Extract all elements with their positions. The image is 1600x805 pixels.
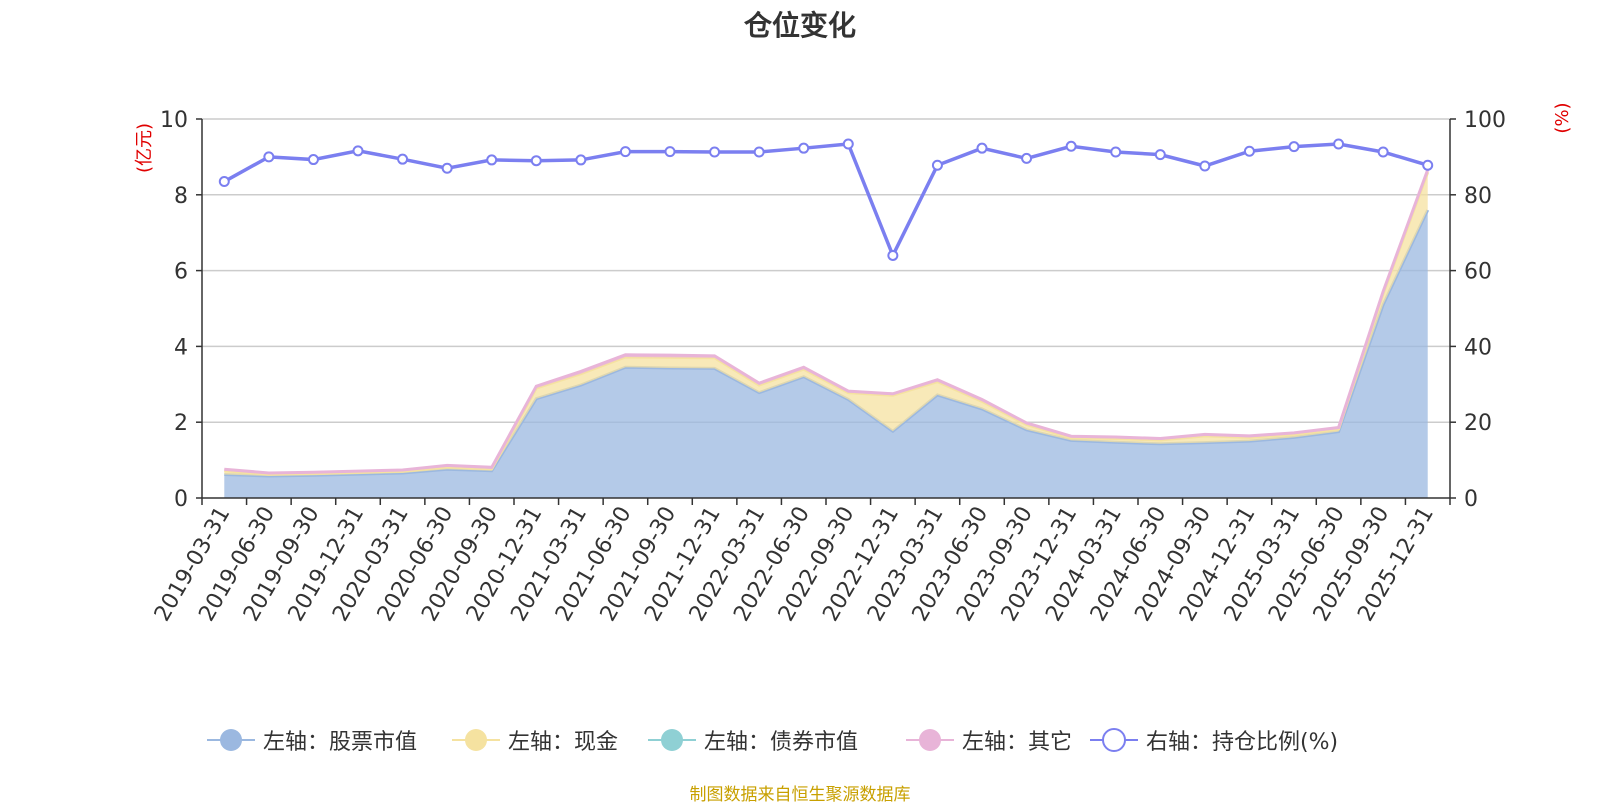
position-ratio-point [530, 155, 542, 167]
position-ratio-point [575, 154, 587, 166]
position-ratio-point [1377, 146, 1389, 158]
position-ratio-point [352, 145, 364, 157]
legend-label: 左轴：债券市值 [704, 730, 859, 755]
position-ratio-point [1110, 146, 1122, 158]
position-ratio-line [223, 142, 1429, 260]
position-ratio-point [486, 154, 498, 166]
left-tick-label: 8 [174, 184, 188, 209]
left-tick-label: 10 [160, 108, 188, 133]
chart-title: 仓位变化 [743, 9, 856, 42]
left-tick-label: 0 [174, 487, 188, 512]
position-ratio-point [887, 249, 899, 261]
position-ratio-point [307, 154, 319, 166]
left-tick-label: 6 [174, 260, 188, 285]
right-tick-label: 0 [1464, 487, 1478, 512]
position-ratio-point [709, 146, 721, 158]
position-ratio-point [664, 146, 676, 158]
position-ratio-point [1065, 140, 1077, 152]
chart-plot: 0246810020406080100(亿元)(%)2019-03-312019… [134, 102, 1573, 625]
legend-symbol [1090, 728, 1138, 752]
position-ratio-point [619, 146, 631, 158]
right-tick-label: 20 [1464, 411, 1492, 436]
position-ratio-point [1422, 159, 1434, 171]
data-source-note: 制图数据来自恒生聚源数据库 [689, 785, 911, 805]
position-ratio-point [931, 159, 943, 171]
legend-symbol [906, 729, 954, 751]
legend-item[interactable]: 左轴：其它 [906, 720, 1072, 760]
left-tick-label: 2 [174, 411, 188, 436]
right-tick-label: 40 [1464, 335, 1492, 360]
position-ratio-point [1333, 138, 1345, 150]
position-ratio-point [263, 151, 275, 163]
chart-legend: 左轴：股票市值 左轴：现金 左轴：债券市值 左轴：其它 右轴：持仓比例(%) [0, 720, 1600, 760]
legend-item[interactable]: 右轴：持仓比例(%) [1090, 720, 1338, 760]
legend-label: 左轴：其它 [962, 730, 1073, 755]
legend-item[interactable]: 左轴：现金 [452, 720, 618, 760]
legend-symbol [452, 729, 500, 751]
legend-item[interactable]: 左轴：债券市值 [648, 720, 858, 760]
position-ratio-point [753, 146, 765, 158]
right-tick-label: 60 [1464, 260, 1492, 285]
position-ratio-point [798, 142, 810, 154]
right-axis-unit-label: (%) [1552, 102, 1573, 133]
area-line-4 [224, 169, 1430, 475]
position-ratio-point [218, 176, 230, 188]
position-ratio-point [1243, 145, 1255, 157]
legend-symbol [207, 729, 255, 751]
position-ratio-point [1288, 141, 1300, 153]
position-ratio-point [397, 153, 409, 165]
position-ratio-point [1021, 152, 1033, 164]
legend-symbol [648, 729, 696, 751]
position-ratio-point [1199, 160, 1211, 172]
position-ratio-point [1154, 149, 1166, 161]
right-tick-label: 100 [1464, 108, 1506, 133]
left-tick-label: 4 [174, 335, 188, 360]
position-ratio-point [976, 142, 988, 154]
legend-label: 左轴：现金 [508, 730, 619, 755]
left-axis-unit-label: (亿元) [134, 123, 155, 173]
area-1 [224, 209, 1428, 498]
legend-label: 左轴：股票市值 [263, 730, 418, 755]
position-ratio-point [441, 162, 453, 174]
right-tick-label: 80 [1464, 184, 1492, 209]
legend-item[interactable]: 左轴：股票市值 [207, 720, 417, 760]
legend-label: 右轴：持仓比例(%) [1146, 730, 1339, 755]
position-ratio-point [842, 138, 854, 150]
